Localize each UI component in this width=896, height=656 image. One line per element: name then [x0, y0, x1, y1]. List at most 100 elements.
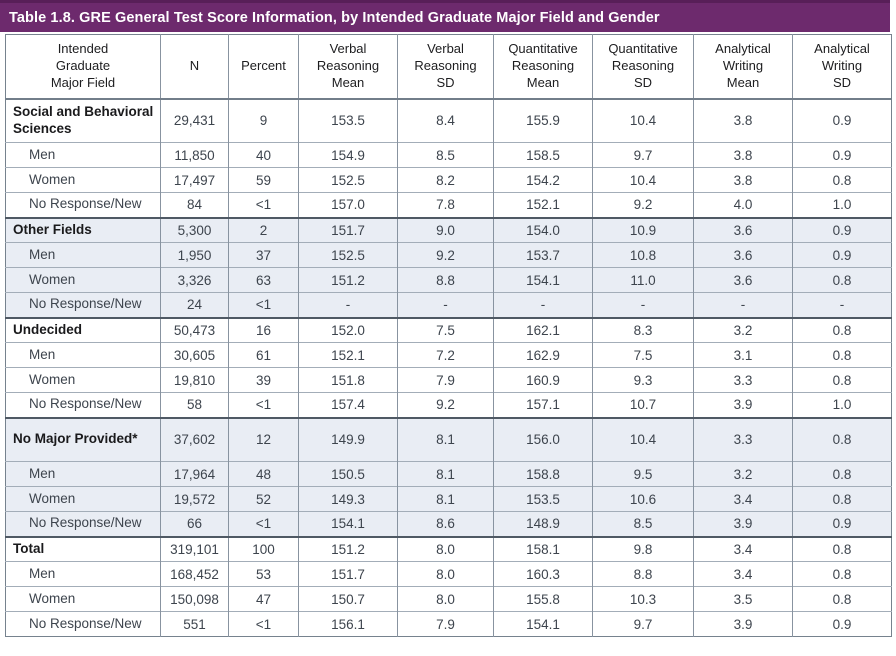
cell-value: 150.5 [298, 461, 398, 487]
cell-value: 158.5 [493, 142, 593, 168]
cell-value: 84 [160, 192, 229, 218]
cell-value: 9.7 [592, 142, 694, 168]
cell-value: 0.9 [792, 216, 892, 243]
table-row: No Response/New 24 <1- - - - - - [5, 292, 892, 318]
cell-value: 3.2 [693, 316, 793, 343]
cell-value: 3.2 [693, 461, 793, 487]
cell-value: 154.2 [493, 167, 593, 193]
cell-value: 10.3 [592, 586, 694, 612]
cell-value: 9.0 [397, 216, 494, 243]
cell-value: 66 [160, 511, 229, 537]
cell-value: 152.5 [298, 167, 398, 193]
cell-value: 168,452 [160, 561, 229, 587]
cell-value: 8.2 [397, 167, 494, 193]
column-header-6: Quantitative Reasoning SD [592, 34, 694, 100]
cell-value: 3.4 [693, 535, 793, 562]
cell-value: 47 [228, 586, 299, 612]
cell-value: 3.9 [693, 511, 793, 537]
cell-value: 0.9 [792, 142, 892, 168]
cell-value: 9 [228, 97, 299, 143]
cell-value: <1 [228, 392, 299, 418]
cell-value: 153.5 [493, 486, 593, 512]
cell-value: 11,850 [160, 142, 229, 168]
table-header: Intended Graduate Major Field N Percent Ver… [5, 34, 892, 100]
cell-value: 8.1 [397, 416, 494, 462]
cell-value: 157.0 [298, 192, 398, 218]
table-title: Table 1.8. GRE General Test Score Inform… [9, 9, 660, 26]
cell-value: 9.2 [397, 392, 494, 418]
row-label: No Response/New [5, 511, 161, 537]
cell-value: 154.1 [493, 611, 593, 637]
cell-value: 7.9 [397, 611, 494, 637]
table-title-bar: Table 1.8. GRE General Test Score Inform… [0, 0, 890, 32]
cell-value: 151.7 [298, 216, 398, 243]
cell-value: 1,950 [160, 242, 229, 268]
cell-value: 3.6 [693, 216, 793, 243]
table-row: Women 3,326 63 151.2 8.8 154.1 11.0 3.6 0.8 [5, 267, 892, 293]
row-label: No Response/New [5, 392, 161, 418]
table-row: No Response/New 66 <1 154.1 8.6 148.9 8.5 3.9 0.… [5, 511, 892, 537]
cell-value: 39 [228, 367, 299, 393]
cell-value: 149.9 [298, 416, 398, 462]
cell-value: 10.4 [592, 167, 694, 193]
table-row: Women 17,497 59 152.5 8.2 154.2 10.4 3.8 0.8 [5, 167, 892, 193]
cell-value: 8.6 [397, 511, 494, 537]
row-label: Men [5, 342, 161, 368]
cell-value: 17,497 [160, 167, 229, 193]
cell-value: 100 [228, 535, 299, 562]
column-header-2: Percent [228, 34, 299, 100]
cell-value: - [298, 292, 398, 318]
cell-value: 12 [228, 416, 299, 462]
cell-value: 9.3 [592, 367, 694, 393]
cell-value: 153.5 [298, 97, 398, 143]
cell-value: 151.2 [298, 535, 398, 562]
cell-value: 3.4 [693, 486, 793, 512]
table-row: Men 11,850 40 154.9 8.5 158.5 9.7 3.8 0.9 [5, 142, 892, 168]
cell-value: 30,605 [160, 342, 229, 368]
cell-value: 11.0 [592, 267, 694, 293]
cell-value: 9.2 [592, 192, 694, 218]
cell-value: 3,326 [160, 267, 229, 293]
cell-value: - [592, 292, 694, 318]
cell-value: 24 [160, 292, 229, 318]
cell-value: 154.1 [493, 267, 593, 293]
column-header-5: Quantitative Reasoning Mean [493, 34, 593, 100]
cell-value: 3.8 [693, 97, 793, 143]
table-row: No Response/New 551 <1 156.1 7.9 154.1 9.7 3.9 0… [5, 611, 892, 637]
cell-value: <1 [228, 611, 299, 637]
cell-value: 155.8 [493, 586, 593, 612]
cell-value: 7.9 [397, 367, 494, 393]
cell-value: 7.5 [397, 316, 494, 343]
table-row: No Response/New 58 <1 157.4 9.2 157.1 10.7 3.9 1… [5, 392, 892, 418]
column-header-0: Intended Graduate Major Field [5, 34, 161, 100]
table-row: Women 19,572 52 149.3 8.1 153.5 10.6 3.4 0.8 [5, 486, 892, 512]
cell-value: 0.8 [792, 316, 892, 343]
cell-value: 8.5 [592, 511, 694, 537]
cell-value: 48 [228, 461, 299, 487]
row-label: Men [5, 461, 161, 487]
cell-value: 19,810 [160, 367, 229, 393]
cell-value: 2 [228, 216, 299, 243]
row-label: Undecided [5, 316, 161, 343]
cell-value: 149.3 [298, 486, 398, 512]
cell-value: 3.9 [693, 611, 793, 637]
cell-value: 5,300 [160, 216, 229, 243]
cell-value: 0.8 [792, 267, 892, 293]
cell-value: 162.9 [493, 342, 593, 368]
cell-value: 148.9 [493, 511, 593, 537]
cell-value: 9.5 [592, 461, 694, 487]
cell-value: - [792, 292, 892, 318]
table-row: Men 168,452 53 151.7 8.0 160.3 8.8 3.4 0.8 [5, 561, 892, 587]
cell-value: 152.5 [298, 242, 398, 268]
row-label: Men [5, 561, 161, 587]
cell-value: 152.1 [493, 192, 593, 218]
cell-value: 9.7 [592, 611, 694, 637]
cell-value: 8.0 [397, 586, 494, 612]
cell-value: 3.3 [693, 416, 793, 462]
gre-score-table: Intended Graduate Major Field N Percent Ver… [5, 34, 892, 637]
table-row: No Response/New 84 <1 157.0 7.8 152.1 9.2 4.0 1.… [5, 192, 892, 218]
cell-value: 8.0 [397, 535, 494, 562]
cell-value: 155.9 [493, 97, 593, 143]
cell-value: 152.1 [298, 342, 398, 368]
